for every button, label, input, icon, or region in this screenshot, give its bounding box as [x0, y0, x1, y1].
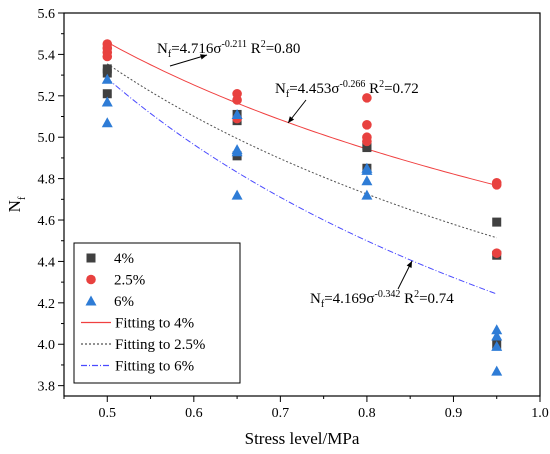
data-point-triangle	[361, 175, 373, 186]
data-point-triangle	[101, 96, 113, 107]
annotation-arrowhead	[288, 116, 295, 123]
y-tick-label: 4.4	[38, 255, 56, 270]
y-tick-label: 4.6	[38, 214, 56, 229]
y-tick-label: 5.6	[38, 7, 56, 22]
data-point-triangle	[361, 189, 373, 200]
equation-annotations: Nf=4.716σ-0.211 R2=0.80 Nf=4.453σ-0.266 R…	[157, 39, 454, 310]
legend-label: 6%	[114, 294, 134, 310]
data-point-triangle	[231, 108, 243, 119]
data-point-square	[102, 89, 112, 99]
data-point-triangle	[491, 330, 503, 341]
y-tick-label: 4.2	[38, 297, 56, 312]
equation-label: Nf=4.169σ-0.342 R2=0.74	[310, 289, 454, 310]
legend: 4% 2.5% 6% Fitting to 4% Fitting to 2.5% Fitt…	[73, 242, 241, 384]
x-tick-label: 1.0	[531, 406, 549, 421]
axes: 0.5 0.6 0.7 0.8 0.9 1.0 3.8 4.0 4.2 4.4 4.6 4.8 5.0 5…	[38, 7, 549, 421]
data-point-circle	[232, 95, 242, 105]
y-tick-label: 3.8	[38, 380, 56, 395]
data-point-triangle	[231, 189, 243, 200]
fit-curve	[106, 77, 497, 295]
legend-label: 2.5%	[114, 273, 145, 289]
data-point-circle	[362, 119, 372, 130]
data-point-triangle	[85, 295, 97, 306]
data-point-square	[86, 253, 96, 263]
legend-label: Fitting to 4%	[115, 316, 194, 332]
x-tick-label: 0.8	[358, 406, 376, 421]
legend-label: Fitting to 2.5%	[115, 337, 205, 353]
data-point-circle	[362, 136, 372, 147]
data-point-circle	[86, 274, 96, 285]
annotation-arrowhead	[406, 261, 412, 268]
legend-box	[73, 242, 241, 384]
data-point-triangle	[101, 117, 113, 128]
y-axis-title: Nf	[5, 196, 28, 212]
data-point-triangle	[491, 324, 503, 335]
data-points	[101, 39, 503, 376]
data-point-circle	[491, 180, 502, 190]
data-point-square	[102, 68, 112, 78]
y-tick-label: 5.4	[38, 48, 56, 63]
fit-curve	[106, 63, 497, 239]
y-tick-label: 5.0	[38, 131, 56, 146]
equation-label: Nf=4.453σ-0.266 R2=0.72	[275, 79, 419, 100]
fit-curve	[107, 41, 497, 186]
y-tick-label: 4.0	[38, 338, 56, 353]
data-point-circle	[491, 248, 502, 258]
annotation-arrowhead	[200, 54, 207, 60]
y-tick-label: 4.8	[38, 173, 56, 188]
data-point-triangle	[101, 73, 113, 84]
x-tick-label: 0.6	[185, 406, 203, 421]
data-point-square	[492, 217, 502, 227]
equation-label: Nf=4.716σ-0.211 R2=0.80	[157, 39, 300, 60]
x-tick-label: 0.5	[99, 406, 117, 421]
x-axis-title: Stress level/MPa	[245, 429, 360, 448]
axis-titles: Stress level/MPa Nf	[5, 196, 360, 448]
plot-frame	[63, 12, 541, 397]
y-tick-label: 5.2	[38, 90, 56, 105]
legend-label: 4%	[114, 251, 134, 267]
data-point-triangle	[361, 164, 373, 175]
data-point-triangle	[491, 340, 503, 351]
data-point-circle	[362, 93, 372, 103]
data-point-circle	[102, 51, 113, 62]
data-point-square	[362, 143, 372, 153]
x-tick-label: 0.7	[272, 406, 290, 421]
fit-curves	[106, 41, 497, 295]
legend-label: Fitting to 6%	[115, 359, 194, 375]
x-tick-label: 0.9	[445, 406, 463, 421]
data-point-triangle	[491, 365, 503, 376]
data-point-triangle	[231, 146, 243, 157]
